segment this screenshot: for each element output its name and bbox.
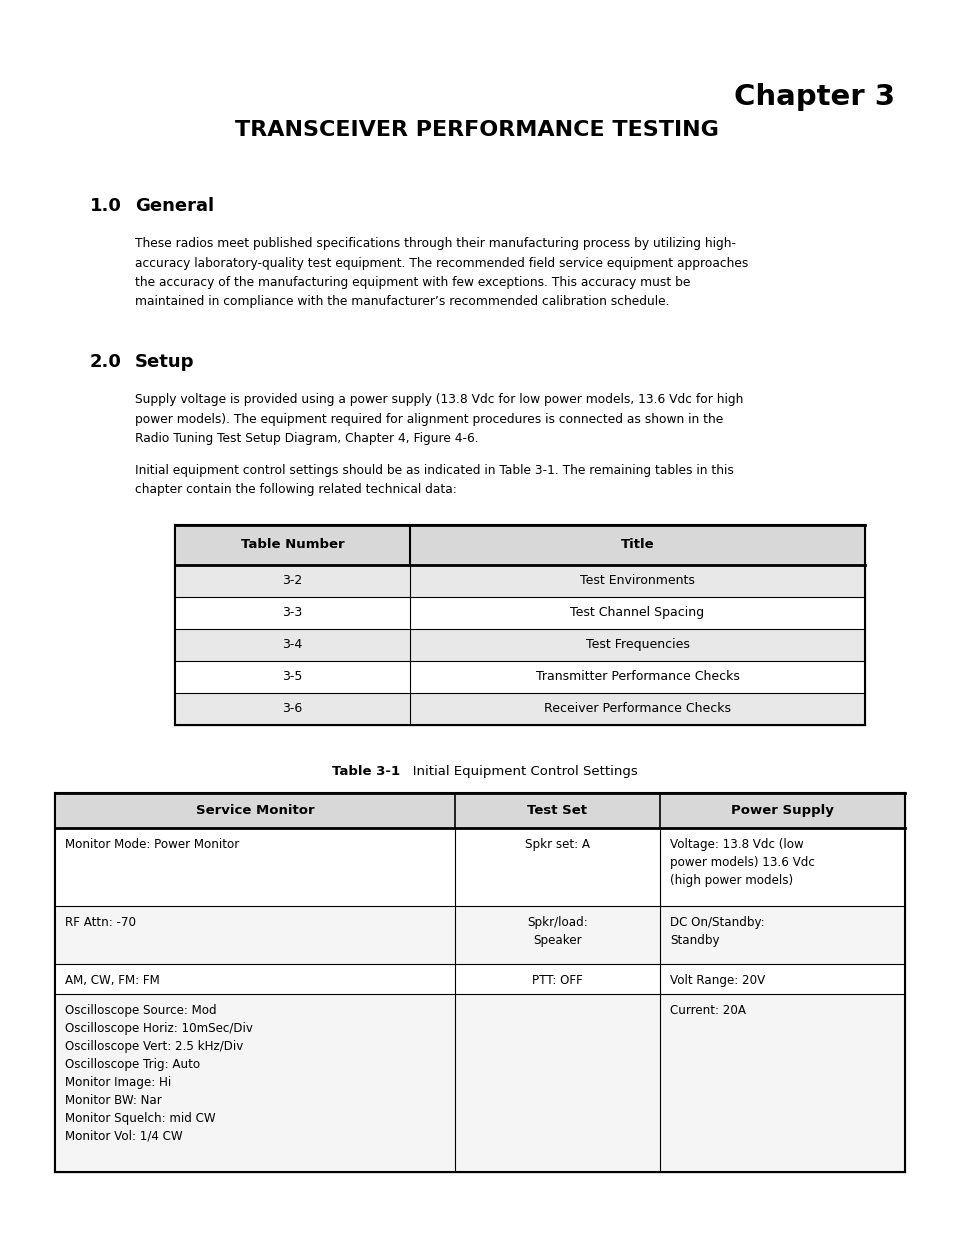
Text: Test Set: Test Set — [527, 804, 587, 816]
Text: accuracy laboratory-quality test equipment. The recommended field service equipm: accuracy laboratory-quality test equipme… — [135, 257, 747, 269]
Text: AM, CW, FM: FM: AM, CW, FM: FM — [65, 973, 159, 987]
Text: 3-3: 3-3 — [282, 606, 302, 619]
Text: PTT: OFF: PTT: OFF — [532, 973, 582, 987]
Text: power models). The equipment required for alignment procedures is connected as s: power models). The equipment required fo… — [135, 412, 722, 426]
Text: Test Environments: Test Environments — [579, 574, 694, 587]
Text: 3-4: 3-4 — [282, 638, 302, 651]
Text: chapter contain the following related technical data:: chapter contain the following related te… — [135, 483, 456, 496]
Text: These radios meet published specifications through their manufacturing process b: These radios meet published specificatio… — [135, 237, 735, 249]
Bar — [174, 597, 864, 629]
Bar — [55, 793, 904, 827]
Text: Power Supply: Power Supply — [730, 804, 833, 816]
Text: Setup: Setup — [135, 353, 194, 370]
Bar — [55, 905, 904, 963]
Text: Table Number: Table Number — [240, 538, 344, 551]
Text: Volt Range: 20V: Volt Range: 20V — [669, 973, 764, 987]
Text: RF Attn: -70: RF Attn: -70 — [65, 915, 136, 929]
Text: Oscilloscope Source: Mod
Oscilloscope Horiz: 10mSec/Div
Oscilloscope Vert: 2.5 k: Oscilloscope Source: Mod Oscilloscope Ho… — [65, 1004, 253, 1142]
Text: General: General — [135, 198, 213, 215]
Text: Radio Tuning Test Setup Diagram, Chapter 4, Figure 4-6.: Radio Tuning Test Setup Diagram, Chapter… — [135, 432, 478, 445]
Bar — [174, 525, 864, 725]
Text: Supply voltage is provided using a power supply (13.8 Vdc for low power models, : Supply voltage is provided using a power… — [135, 393, 742, 406]
Text: Initial equipment control settings should be as indicated in Table 3-1. The rema: Initial equipment control settings shoul… — [135, 463, 733, 477]
Text: Monitor Mode: Power Monitor: Monitor Mode: Power Monitor — [65, 837, 239, 851]
Text: Test Frequencies: Test Frequencies — [585, 638, 689, 651]
Text: 1.0: 1.0 — [90, 198, 122, 215]
Bar — [174, 629, 864, 661]
Text: DC On/Standby:
Standby: DC On/Standby: Standby — [669, 915, 763, 946]
Text: Chapter 3: Chapter 3 — [733, 83, 894, 111]
Bar — [55, 793, 904, 1172]
Bar — [174, 661, 864, 693]
Bar — [55, 827, 904, 905]
Text: Service Monitor: Service Monitor — [195, 804, 314, 816]
Text: Spkr/load:
Speaker: Spkr/load: Speaker — [527, 915, 587, 946]
Text: 3-5: 3-5 — [282, 671, 302, 683]
Bar — [55, 963, 904, 993]
Text: Spkr set: A: Spkr set: A — [524, 837, 589, 851]
Text: 3-6: 3-6 — [282, 701, 302, 715]
Text: Receiver Performance Checks: Receiver Performance Checks — [543, 701, 730, 715]
Text: the accuracy of the manufacturing equipment with few exceptions. This accuracy m: the accuracy of the manufacturing equipm… — [135, 275, 690, 289]
Text: Voltage: 13.8 Vdc (low
power models) 13.6 Vdc
(high power models): Voltage: 13.8 Vdc (low power models) 13.… — [669, 837, 814, 887]
Bar — [174, 564, 864, 597]
Text: TRANSCEIVER PERFORMANCE TESTING: TRANSCEIVER PERFORMANCE TESTING — [234, 120, 719, 140]
Bar — [174, 693, 864, 725]
Text: Title: Title — [620, 538, 654, 551]
Text: maintained in compliance with the manufacturer’s recommended calibration schedul: maintained in compliance with the manufa… — [135, 295, 669, 309]
Text: 3-2: 3-2 — [282, 574, 302, 587]
Text: Transmitter Performance Checks: Transmitter Performance Checks — [535, 671, 739, 683]
Text: Current: 20A: Current: 20A — [669, 1004, 745, 1016]
Bar — [55, 993, 904, 1172]
Text: 2.0: 2.0 — [90, 353, 122, 370]
Bar — [174, 525, 864, 564]
Text: Table 3-1: Table 3-1 — [332, 764, 399, 778]
Text: Test Channel Spacing: Test Channel Spacing — [570, 606, 704, 619]
Text: Initial Equipment Control Settings: Initial Equipment Control Settings — [399, 764, 638, 778]
